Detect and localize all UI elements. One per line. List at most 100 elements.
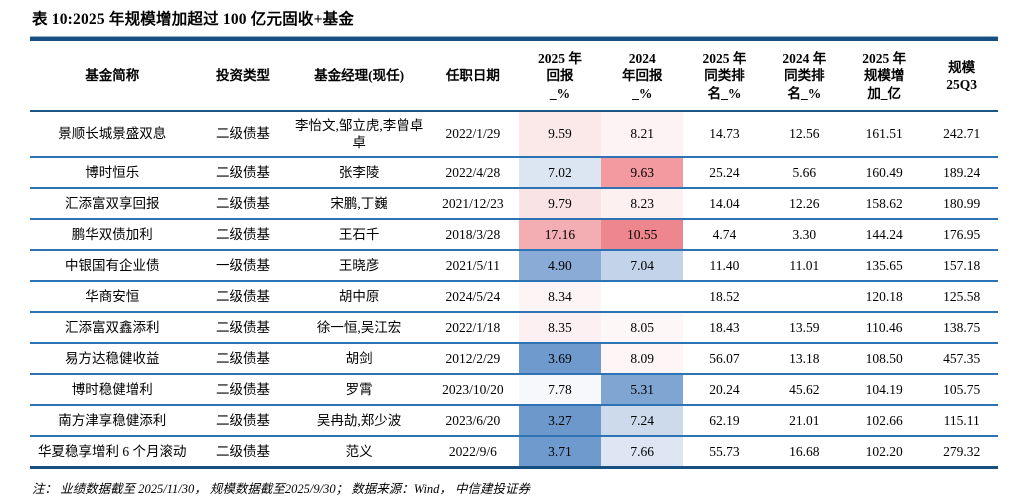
return-2024-cell: 7.24 (601, 405, 684, 438)
return-2024-cell: 8.09 (601, 343, 684, 376)
scale-increase-cell: 110.46 (843, 312, 926, 345)
invest-type-cell: 二级债基 (194, 157, 292, 190)
return-2025-cell: 8.35 (518, 312, 602, 345)
start-date-cell: 2021/5/11 (426, 250, 519, 283)
fund-name-cell: 南方津享稳健添利 (30, 405, 195, 438)
return-2025-cell: 4.90 (518, 250, 602, 283)
invest-type-cell: 二级债基 (194, 110, 292, 159)
rank-2024-cell: 13.59 (765, 312, 844, 345)
table-row: 鹏华双债加利 二级债基 王石千 2018/3/28 17.16 10.55 4.74 3.30… (30, 219, 998, 252)
rank-2025-cell: 25.24 (683, 157, 766, 190)
return-2025-cell: 7.78 (518, 374, 602, 407)
fund-name-cell: 华商安恒 (30, 281, 195, 314)
scale-25q3-cell: 189.24 (925, 157, 998, 190)
start-date-cell: 2023/10/20 (426, 374, 519, 407)
fund-name-cell: 汇添富双鑫添利 (30, 312, 195, 345)
rank-2024-cell: 3.30 (765, 219, 844, 252)
scale-25q3-cell: 457.35 (925, 343, 998, 376)
rank-2024-cell (765, 281, 844, 314)
fund-name-cell: 华夏稳享增利 6 个月滚动 (30, 436, 195, 469)
invest-type-cell: 二级债基 (194, 312, 292, 345)
return-2025-cell: 9.59 (518, 110, 602, 159)
return-2025-cell: 17.16 (518, 219, 602, 252)
rank-2024-cell: 11.01 (765, 250, 844, 283)
rank-2025-cell: 4.74 (683, 219, 766, 252)
return-2024-cell: 8.05 (601, 312, 684, 345)
invest-type-cell: 二级债基 (194, 436, 292, 469)
scale-25q3-cell: 242.71 (925, 110, 998, 159)
manager-cell: 张李陵 (291, 157, 427, 190)
return-2024-cell: 7.04 (601, 250, 684, 283)
rank-2025-cell: 18.52 (683, 281, 766, 314)
return-2024-cell: 7.66 (601, 436, 684, 469)
manager-cell: 王晓彦 (291, 250, 427, 283)
start-date-cell: 2012/2/29 (426, 343, 519, 376)
invest-type-cell: 二级债基 (194, 405, 292, 438)
rank-2025-cell: 56.07 (683, 343, 766, 376)
header-rank-2025: 2025 年 同类排 名_% (683, 41, 766, 112)
table-row: 汇添富双鑫添利 二级债基 徐一恒,吴江宏 2022/1/18 8.35 8.05 18.43… (30, 312, 998, 345)
return-2024-cell: 10.55 (601, 219, 684, 252)
start-date-cell: 2021/12/23 (426, 188, 519, 221)
rank-2024-cell: 16.68 (765, 436, 844, 469)
return-2025-cell: 8.34 (518, 281, 602, 314)
rank-2025-cell: 55.73 (683, 436, 766, 469)
manager-cell: 李怡文,邹立虎,李曾卓卓 (291, 110, 427, 159)
rank-2025-cell: 14.73 (683, 110, 766, 159)
header-invest-type: 投资类型 (194, 41, 292, 112)
title-rule (30, 36, 998, 41)
scale-increase-cell: 120.18 (843, 281, 926, 314)
scale-25q3-cell: 115.11 (925, 405, 998, 438)
header-rank-2024: 2024 年 同类排 名_% (765, 41, 844, 112)
manager-cell: 罗霄 (291, 374, 427, 407)
invest-type-cell: 二级债基 (194, 281, 292, 314)
start-date-cell: 2018/3/28 (426, 219, 519, 252)
table-row: 中银国有企业债 一级债基 王晓彦 2021/5/11 4.90 7.04 11.40 11.0… (30, 250, 998, 283)
scale-increase-cell: 160.49 (843, 157, 926, 190)
table-row: 景顺长城景盛双息 二级债基 李怡文,邹立虎,李曾卓卓 2022/1/29 9.59 8.2… (30, 110, 998, 159)
header-fund-name: 基金简称 (30, 41, 195, 112)
scale-increase-cell: 135.65 (843, 250, 926, 283)
invest-type-cell: 二级债基 (194, 343, 292, 376)
rank-2025-cell: 62.19 (683, 405, 766, 438)
fund-name-cell: 汇添富双享回报 (30, 188, 195, 221)
manager-cell: 胡中原 (291, 281, 427, 314)
table-row: 南方津享稳健添利 二级债基 吴冉劼,郑少波 2023/6/20 3.27 7.24 62.1… (30, 405, 998, 438)
rank-2025-cell: 14.04 (683, 188, 766, 221)
return-2025-cell: 9.79 (518, 188, 602, 221)
invest-type-cell: 二级债基 (194, 188, 292, 221)
scale-increase-cell: 102.20 (843, 436, 926, 469)
return-2024-cell: 8.21 (601, 110, 684, 159)
header-return-2025: 2025 年 回报 _% (518, 41, 602, 112)
fund-name-cell: 鹏华双债加利 (30, 219, 195, 252)
table-row: 博时恒乐 二级债基 张李陵 2022/4/28 7.02 9.63 25.24 5.66 160… (30, 157, 998, 190)
rank-2025-cell: 11.40 (683, 250, 766, 283)
start-date-cell: 2023/6/20 (426, 405, 519, 438)
header-manager: 基金经理(现任) (291, 41, 427, 112)
return-2024-cell: 8.23 (601, 188, 684, 221)
scale-increase-cell: 108.50 (843, 343, 926, 376)
fund-name-cell: 景顺长城景盛双息 (30, 110, 195, 159)
return-2025-cell: 7.02 (518, 157, 602, 190)
manager-cell: 范义 (291, 436, 427, 469)
rank-2024-cell: 12.26 (765, 188, 844, 221)
table-title: 表 10:2025 年规模增加超过 100 亿元固收+基金 (32, 11, 355, 28)
header-return-2024: 2024 年回报 _% (601, 41, 684, 112)
manager-cell: 胡剑 (291, 343, 427, 376)
scale-25q3-cell: 180.99 (925, 188, 998, 221)
scale-25q3-cell: 157.18 (925, 250, 998, 283)
rank-2025-cell: 18.43 (683, 312, 766, 345)
scale-25q3-cell: 279.32 (925, 436, 998, 469)
header-scale-increase: 2025 年 规模增 加_亿 (843, 41, 926, 112)
invest-type-cell: 一级债基 (194, 250, 292, 283)
table-row: 易方达稳健收益 二级债基 胡剑 2012/2/29 3.69 8.09 56.07 13.18… (30, 343, 998, 376)
scale-25q3-cell: 105.75 (925, 374, 998, 407)
scale-25q3-cell: 138.75 (925, 312, 998, 345)
return-2025-cell: 3.71 (518, 436, 602, 469)
scale-25q3-cell: 176.95 (925, 219, 998, 252)
manager-cell: 徐一恒,吴江宏 (291, 312, 427, 345)
scale-increase-cell: 102.66 (843, 405, 926, 438)
fund-name-cell: 博时恒乐 (30, 157, 195, 190)
scale-increase-cell: 161.51 (843, 110, 926, 159)
